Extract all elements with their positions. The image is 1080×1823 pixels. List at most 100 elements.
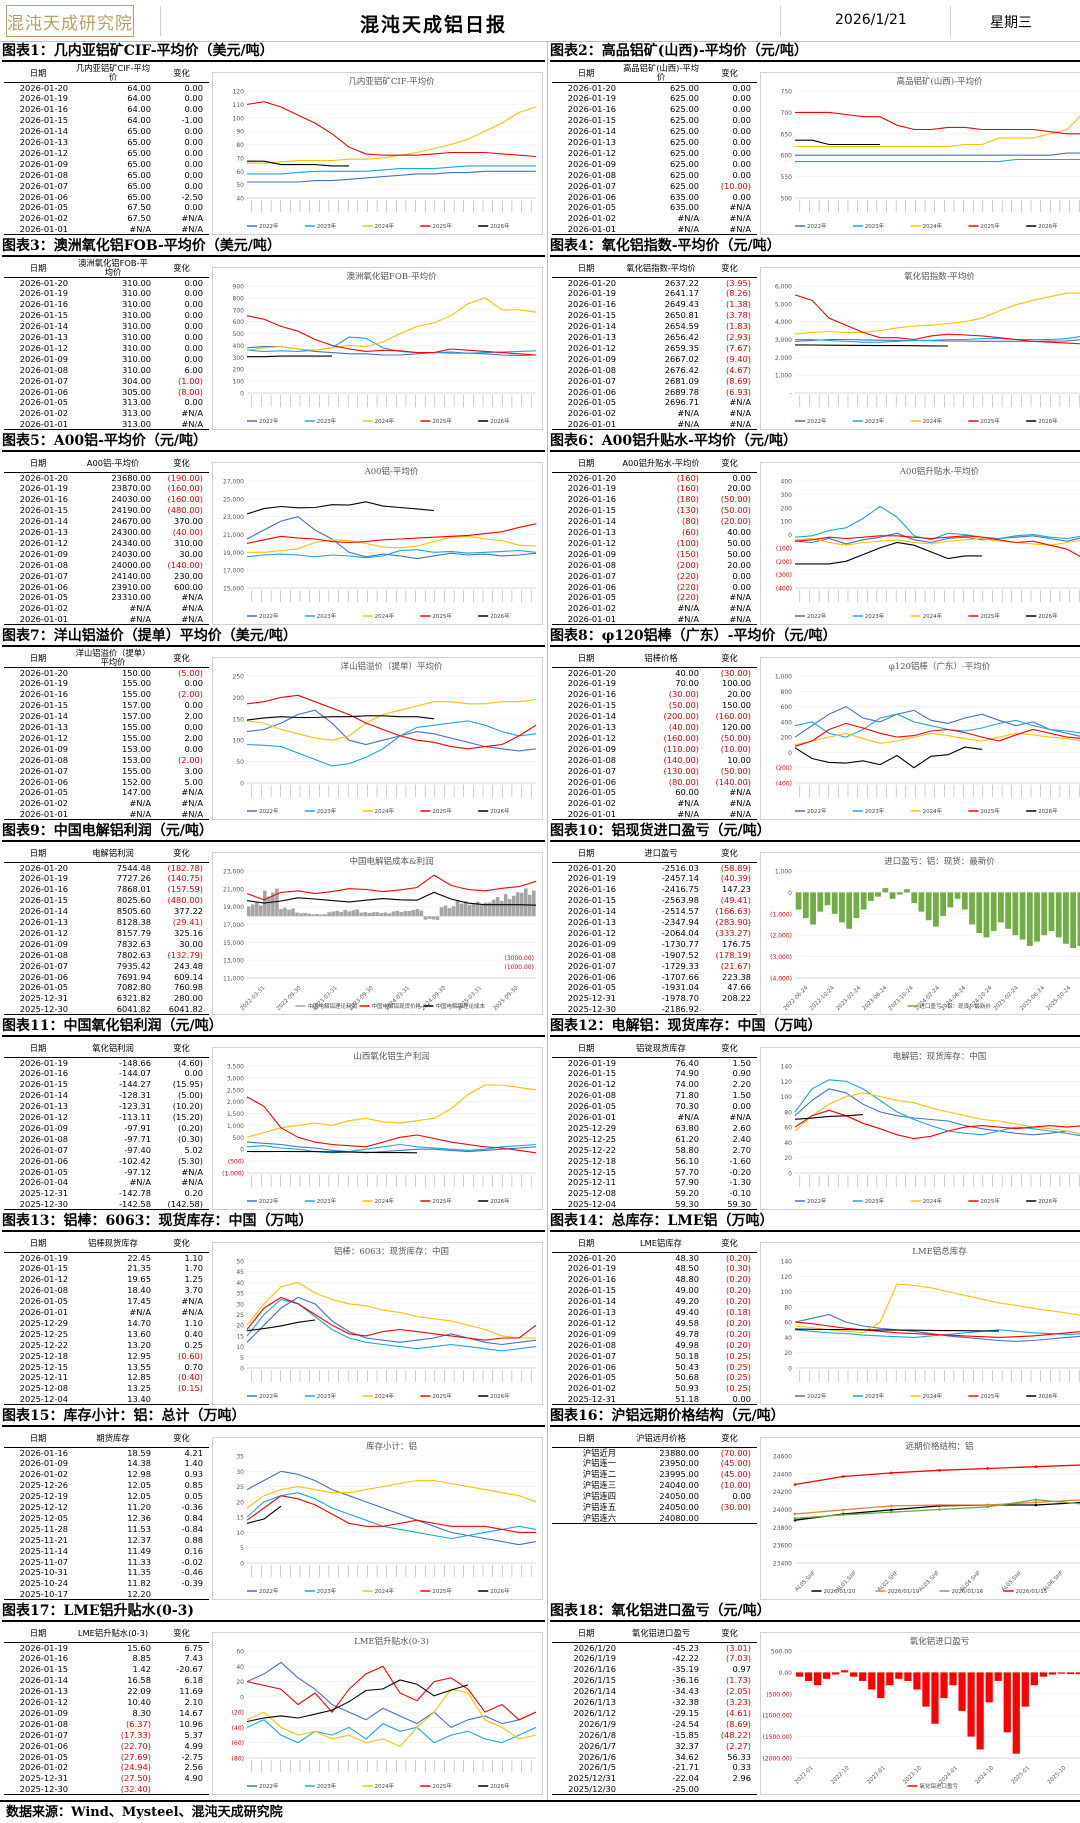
table-row: 2026-01-09 49.78 (0.20) xyxy=(552,1328,757,1339)
table-header: 变化 xyxy=(154,1039,209,1058)
change-cell: 30.00 xyxy=(179,548,203,559)
change-cell: -0.20 xyxy=(729,1166,751,1177)
table-header: 变化 xyxy=(702,844,757,863)
table-row: 2026-01-06 7691.94 609.14 xyxy=(4,971,209,982)
chart-title: 山西氧化铝生产利润 xyxy=(353,1051,430,1062)
value-cell: 18.40 xyxy=(127,1285,151,1296)
chart: LME铝总库存 0 20 40 60 80 100 120 140 2022年 2023年 2024年… xyxy=(760,1242,1080,1405)
legend-label: 2026年 xyxy=(490,1392,510,1400)
value-cell: 1.42 xyxy=(132,1664,151,1675)
date-cell: 2025-12-25 xyxy=(19,1328,68,1339)
y-tick-label: 0 xyxy=(240,1561,244,1568)
chart-svg: A00铝升贴水-平均价(400)(300)(200)(100)010020030… xyxy=(776,466,1080,620)
y-tick-label: 200 xyxy=(233,695,245,702)
date-cell: 2026-01-19 xyxy=(567,1263,616,1274)
value-cell: 15.60 xyxy=(127,1642,151,1653)
legend-label: 2022年 xyxy=(807,222,827,230)
value-cell: 24050.00 xyxy=(659,1491,699,1501)
value-cell: -2563.98 xyxy=(661,895,699,906)
y-tick-label: (500) xyxy=(228,1159,244,1166)
y-tick-label: 0 xyxy=(788,1366,792,1373)
value-cell: 24190.00 xyxy=(111,505,151,516)
table-row: 2025-12-22 58.80 2.70 xyxy=(552,1144,757,1155)
value-cell: 23880.00 xyxy=(659,1447,699,1458)
bar xyxy=(375,912,380,917)
legend-label: 2026/01/16 xyxy=(952,1589,984,1595)
change-cell: 2.20 xyxy=(732,1079,751,1090)
table-header: 氧化铝进口盈亏 xyxy=(620,1624,702,1643)
data-source: 数据来源：Wind、Mysteel、混沌天成研究院 xyxy=(0,1800,1080,1823)
bar xyxy=(911,892,918,904)
report-weekday: 星期三 xyxy=(990,15,1032,31)
value-cell: #N/A xyxy=(677,408,699,419)
date-cell: 2025-12-18 xyxy=(19,1350,68,1361)
bar xyxy=(810,892,816,925)
change-cell: #N/A xyxy=(729,202,751,213)
chart: 高品铝矿(山西)-平均价 500 550 600 650 700 750 2022年 2023年… xyxy=(760,72,1080,235)
chart-svg: 澳洲氧化铝FOB-平均价0100200300400500600700800900… xyxy=(233,271,537,425)
table-row: 2026-01-12 -113.11 (15.20) xyxy=(4,1112,209,1123)
series-point xyxy=(793,1483,797,1486)
date-cell: 2025-12-15 xyxy=(19,1361,68,1372)
x-tick-label: 2023-10-24 xyxy=(888,985,915,1012)
date-cell: 2026-01-01 xyxy=(19,1306,68,1317)
change-cell: (0.20) xyxy=(726,1296,751,1306)
data-table: 日期 LME铝库存 变化 2026-01-20 48.30 (0.20) 2026-01-1… xyxy=(552,1234,757,1406)
table-row: 2025-12-30 (32.40) xyxy=(4,1783,209,1796)
date-cell: 2025/12/31 xyxy=(568,1773,616,1784)
date-cell: 2026-01-19 xyxy=(19,678,68,689)
series-line xyxy=(794,292,1080,335)
y-tick-label: 100 xyxy=(781,1289,793,1296)
change-cell: (0.20) xyxy=(726,1339,751,1350)
series-line xyxy=(794,1109,1080,1140)
chart-title: 远期价格结构：铝 xyxy=(905,1441,973,1452)
change-cell: 0.00 xyxy=(184,202,203,213)
value-cell: (50.00) xyxy=(668,700,699,711)
y-tick-label: 60 xyxy=(236,1649,244,1656)
table-row: 2026-01-12 (100) 50.00 xyxy=(552,538,757,549)
table-row: 2026-01-05 50.68 (0.25) xyxy=(552,1372,757,1383)
change-cell: (2.93) xyxy=(726,331,751,342)
date-cell: 2025-12-29 xyxy=(19,1317,68,1328)
change-cell: 0.00 xyxy=(184,169,203,180)
date-cell: 2025-12-31 xyxy=(552,1393,620,1406)
bar xyxy=(343,909,347,917)
bar xyxy=(403,911,408,917)
series-point xyxy=(1034,1498,1038,1501)
change-cell: 0.70 xyxy=(184,1361,203,1372)
value-cell: 50.43 xyxy=(675,1361,699,1372)
date-cell: 2025-12-11 xyxy=(567,1177,616,1188)
chart-svg: 铝棒：6063：现货库存：中国051015202530354045502022年… xyxy=(236,1246,537,1400)
value-cell: -142.78 xyxy=(118,1188,151,1199)
table-row: 2026-01-09 2667.02 (9.40) xyxy=(552,353,757,364)
series-line xyxy=(794,1499,1080,1515)
date-cell: 2026-01-09 xyxy=(567,938,616,949)
date-cell: 2026-01-14 xyxy=(19,321,68,331)
series-line xyxy=(246,1492,537,1540)
table-row: 2026-01-08 -97.71 (0.30) xyxy=(4,1133,209,1144)
table-row: 2026/1/9 -24.54 (8.69) xyxy=(552,1718,757,1729)
change-cell: (5.00) xyxy=(178,667,203,678)
change-cell: (140.00) xyxy=(715,776,751,787)
date-cell: 2026-01-19 xyxy=(567,288,616,299)
date-cell: 2026-01-09 xyxy=(567,743,616,754)
change-cell: (8.00) xyxy=(178,386,203,397)
y-tick-label: (1000.00) xyxy=(763,1713,793,1720)
legend-label: 2024年 xyxy=(375,612,395,620)
value-cell: 14.70 xyxy=(127,1317,151,1328)
table-row: 2025-12-31 51.18 0.00 xyxy=(552,1393,757,1406)
value-cell: -2064.04 xyxy=(661,927,699,938)
series-line xyxy=(246,516,537,560)
y-tick-label: (80) xyxy=(232,1756,244,1763)
series-line xyxy=(246,698,537,741)
table-row: 2026-01-06 -102.42 (5.30) xyxy=(4,1155,209,1166)
series-line xyxy=(795,111,1080,135)
table-header: 日期 xyxy=(552,844,620,863)
value-cell: 12.05 xyxy=(127,1491,151,1501)
change-cell: 0.00 xyxy=(184,342,203,353)
date-cell: 2026-01-09 xyxy=(19,353,68,364)
y-tick-label: 70 xyxy=(236,155,244,162)
table-header: 变化 xyxy=(702,1429,757,1448)
value-cell: (27.69) xyxy=(120,1751,151,1762)
table-header: 日期 xyxy=(4,1429,72,1448)
